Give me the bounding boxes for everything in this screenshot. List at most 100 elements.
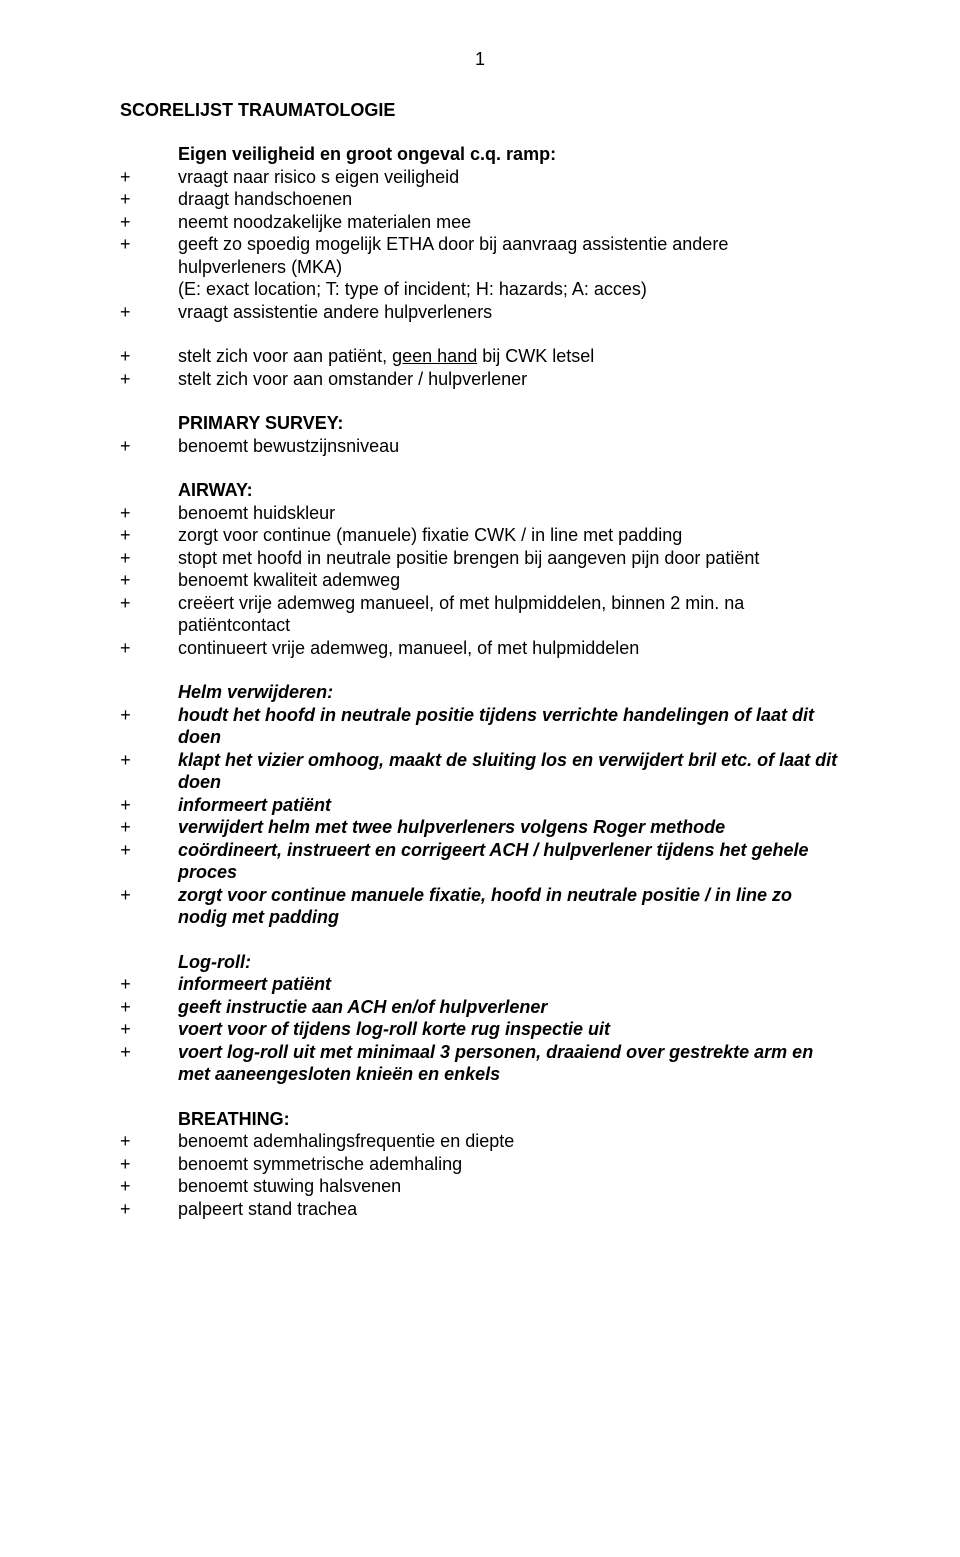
item-text: stelt zich voor aan patiënt, geen hand b… [178, 345, 840, 368]
list-item: + stelt zich voor aan patiënt, geen hand… [120, 345, 840, 368]
item-text: creëert vrije ademweg manueel, of met hu… [178, 592, 840, 637]
list-item: +neemt noodzakelijke materialen mee [120, 211, 840, 234]
item-text: verwijdert helm met twee hulpverleners v… [178, 816, 840, 839]
item-text: vraagt assistentie andere hulpverleners [178, 301, 840, 324]
item-text: benoemt huidskleur [178, 502, 840, 525]
plus-marker: + [120, 1175, 178, 1198]
section-logroll: Log-roll: +informeert patiënt +geeft ins… [120, 951, 840, 1086]
list-item: +benoemt ademhalingsfrequentie en diepte [120, 1130, 840, 1153]
plus-marker: + [120, 233, 178, 256]
item-text: voert voor of tijdens log-roll korte rug… [178, 1018, 840, 1041]
list-item: +coördineert, instrueert en corrigeert A… [120, 839, 840, 884]
plus-marker: + [120, 345, 178, 368]
list-item: +benoemt huidskleur [120, 502, 840, 525]
list-item: +geeft zo spoedig mogelijk ETHA door bij… [120, 233, 840, 278]
plus-marker: + [120, 1041, 178, 1064]
page-number: 1 [120, 48, 840, 71]
item-text: benoemt kwaliteit ademweg [178, 569, 840, 592]
item-text: neemt noodzakelijke materialen mee [178, 211, 840, 234]
text-pre: stelt zich voor aan patiënt, [178, 346, 392, 366]
item-text: benoemt symmetrische ademhaling [178, 1153, 840, 1176]
list-item: +continueert vrije ademweg, manueel, of … [120, 637, 840, 660]
list-item: +klapt het vizier omhoog, maakt de sluit… [120, 749, 840, 794]
list-item: +benoemt kwaliteit ademweg [120, 569, 840, 592]
list-item: +stopt met hoofd in neutrale positie bre… [120, 547, 840, 570]
plus-marker: + [120, 637, 178, 660]
item-text: draagt handschoenen [178, 188, 840, 211]
list-item: +benoemt stuwing halsvenen [120, 1175, 840, 1198]
list-item: +benoemt bewustzijnsniveau [120, 435, 840, 458]
plus-marker: + [120, 1198, 178, 1221]
section-heading: Helm verwijderen: [178, 681, 840, 704]
item-text: (E: exact location; T: type of incident;… [178, 278, 840, 301]
plus-marker: + [120, 569, 178, 592]
plus-marker: + [120, 794, 178, 817]
item-text: zorgt voor continue manuele fixatie, hoo… [178, 884, 840, 929]
list-item: +voert log-roll uit met minimaal 3 perso… [120, 1041, 840, 1086]
list-item: +voert voor of tijdens log-roll korte ru… [120, 1018, 840, 1041]
item-text: vraagt naar risico s eigen veiligheid [178, 166, 840, 189]
item-text: stopt met hoofd in neutrale positie bren… [178, 547, 840, 570]
section-heading: BREATHING: [178, 1108, 840, 1131]
list-item: +zorgt voor continue (manuele) fixatie C… [120, 524, 840, 547]
plus-marker: + [120, 996, 178, 1019]
list-item: +zorgt voor continue manuele fixatie, ho… [120, 884, 840, 929]
item-text: benoemt stuwing halsvenen [178, 1175, 840, 1198]
item-text: klapt het vizier omhoog, maakt de sluiti… [178, 749, 840, 794]
item-text: benoemt bewustzijnsniveau [178, 435, 840, 458]
item-text: benoemt ademhalingsfrequentie en diepte [178, 1130, 840, 1153]
plus-marker: + [120, 884, 178, 907]
plus-marker: + [120, 368, 178, 391]
list-item: +vraagt naar risico s eigen veiligheid [120, 166, 840, 189]
item-text: continueert vrije ademweg, manueel, of m… [178, 637, 840, 660]
item-text: stelt zich voor aan omstander / hulpverl… [178, 368, 840, 391]
item-text: zorgt voor continue (manuele) fixatie CW… [178, 524, 840, 547]
plus-marker: + [120, 188, 178, 211]
list-item: +benoemt symmetrische ademhaling [120, 1153, 840, 1176]
item-text: informeert patiënt [178, 973, 840, 996]
section-airway: AIRWAY: +benoemt huidskleur +zorgt voor … [120, 479, 840, 659]
plus-marker: + [120, 592, 178, 615]
plus-marker: + [120, 547, 178, 570]
plus-marker: + [120, 816, 178, 839]
list-item: +draagt handschoenen [120, 188, 840, 211]
item-text: coördineert, instrueert en corrigeert AC… [178, 839, 840, 884]
item-text: palpeert stand trachea [178, 1198, 840, 1221]
list-item: +palpeert stand trachea [120, 1198, 840, 1221]
list-item: (E: exact location; T: type of incident;… [120, 278, 840, 301]
plus-marker: + [120, 524, 178, 547]
item-text: voert log-roll uit met minimaal 3 person… [178, 1041, 840, 1086]
list-item: +informeert patiënt [120, 794, 840, 817]
plus-marker: + [120, 301, 178, 324]
plus-marker: + [120, 973, 178, 996]
item-text: houdt het hoofd in neutrale positie tijd… [178, 704, 840, 749]
plus-marker: + [120, 1130, 178, 1153]
plus-marker: + [120, 704, 178, 727]
plus-marker: + [120, 749, 178, 772]
item-text: geeft zo spoedig mogelijk ETHA door bij … [178, 233, 840, 278]
item-text: informeert patiënt [178, 794, 840, 817]
list-item: +stelt zich voor aan omstander / hulpver… [120, 368, 840, 391]
plus-marker [120, 278, 178, 301]
section-heading: PRIMARY SURVEY: [178, 412, 840, 435]
section-helm: Helm verwijderen: +houdt het hoofd in ne… [120, 681, 840, 929]
list-item: +houdt het hoofd in neutrale positie tij… [120, 704, 840, 749]
section-heading: Eigen veiligheid en groot ongeval c.q. r… [178, 143, 840, 166]
text-post: bij CWK letsel [477, 346, 594, 366]
list-item: +vraagt assistentie andere hulpverleners [120, 301, 840, 324]
plus-marker: + [120, 211, 178, 234]
plus-marker: + [120, 166, 178, 189]
list-item: +creëert vrije ademweg manueel, of met h… [120, 592, 840, 637]
plus-marker: + [120, 502, 178, 525]
plus-marker: + [120, 839, 178, 862]
underlined-text: geen hand [392, 346, 477, 366]
document-page: 1 SCORELIJST TRAUMATOLOGIE Eigen veiligh… [0, 0, 960, 1557]
document-title: SCORELIJST TRAUMATOLOGIE [120, 99, 840, 122]
section-opening: Eigen veiligheid en groot ongeval c.q. r… [120, 143, 840, 323]
list-item: +informeert patiënt [120, 973, 840, 996]
plus-marker: + [120, 1153, 178, 1176]
section-breathing: BREATHING: +benoemt ademhalingsfrequenti… [120, 1108, 840, 1221]
section-heading: AIRWAY: [178, 479, 840, 502]
list-item: +verwijdert helm met twee hulpverleners … [120, 816, 840, 839]
plus-marker: + [120, 435, 178, 458]
